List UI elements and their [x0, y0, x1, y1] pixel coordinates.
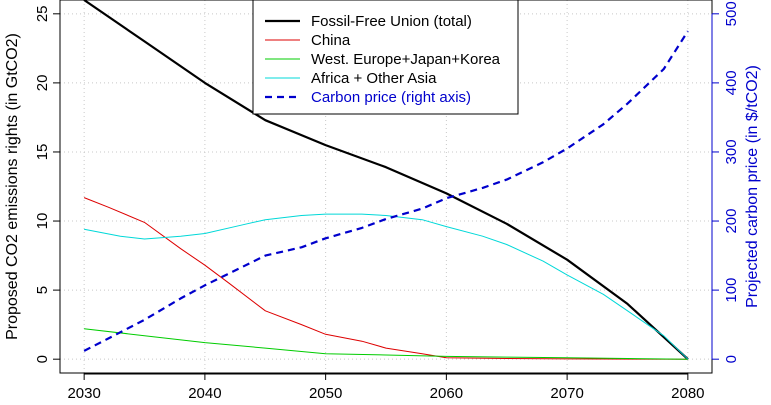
x-tick-label: 2070 [550, 385, 583, 402]
y-tick-right-label: 100 [723, 278, 740, 303]
legend: Fossil-Free Union (total) China West. Euro… [252, 0, 519, 115]
x-axis: 2030 2040 2050 2060 2070 2080 [67, 373, 705, 402]
x-tick-label: 2080 [671, 385, 704, 402]
grid [60, 0, 712, 373]
legend-box [252, 0, 519, 115]
y-tick-left-label: 0 [34, 355, 51, 363]
series-line-china [83, 197, 688, 360]
y-tick-right-label: 500 [723, 1, 740, 26]
legend-label: Carbon price (right axis) [311, 89, 471, 106]
y-tick-right-label: 400 [723, 70, 740, 95]
y-axis-left: 0 5 10 15 20 25 [34, 5, 61, 363]
y-tick-left-label: 5 [34, 286, 51, 294]
y-tick-left-label: 10 [34, 213, 51, 230]
x-tick-label: 2060 [430, 385, 463, 402]
x-tick-label: 2050 [309, 385, 342, 402]
legend-label: West. Europe+Japan+Korea [311, 51, 501, 68]
y-tick-left-label: 20 [34, 75, 51, 92]
y-tick-right-label: 200 [723, 209, 740, 234]
series-line-carbon-price-right-axis [83, 30, 689, 352]
series-line-west-europe-japan-korea [84, 328, 688, 360]
y-axis-right-label: Projected carbon price (in $/tCO2) [744, 65, 761, 308]
x-tick-label: 2040 [188, 385, 221, 402]
y-axis-right: 0 100 200 300 400 500 [711, 1, 740, 363]
legend-label: Africa + Other Asia [311, 70, 437, 87]
legend-label: China [311, 32, 351, 49]
y-tick-left-label: 15 [34, 144, 51, 161]
y-tick-right-label: 0 [723, 355, 740, 363]
plot-lines [83, 0, 689, 361]
y-tick-right-label: 300 [723, 139, 740, 164]
y-tick-left-label: 25 [34, 5, 51, 22]
x-tick-label: 2030 [67, 385, 100, 402]
legend-label: Fossil-Free Union (total) [311, 13, 472, 30]
series-line-fossil-free-union-total [83, 0, 689, 361]
series-line-africa-other-asia [84, 213, 689, 360]
y-axis-left-label: Proposed CO2 emissions rights (in GtCO2) [4, 33, 21, 340]
